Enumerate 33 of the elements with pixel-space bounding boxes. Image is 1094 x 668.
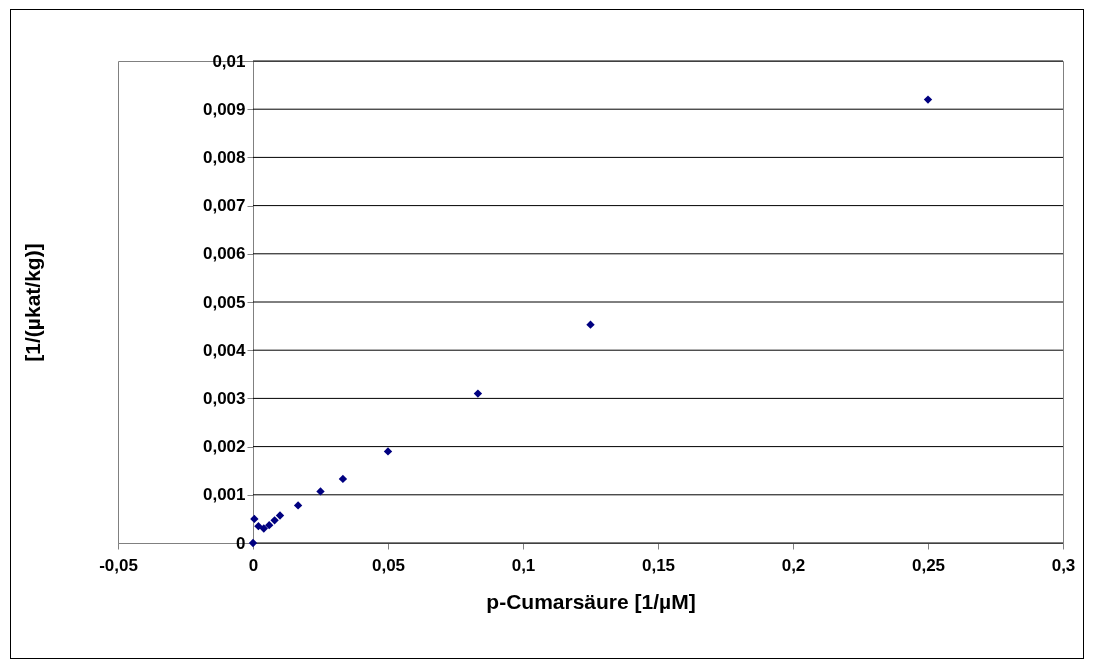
y-tick-label: 0 xyxy=(236,533,246,553)
x-tick-label: 0,15 xyxy=(641,555,676,575)
x-axis-title: p-Cumarsäure [1/µM] xyxy=(486,589,696,613)
y-tick-label: 0,007 xyxy=(202,196,246,216)
x-tick-label: -0,05 xyxy=(99,555,138,575)
point xyxy=(254,521,263,531)
y-tick-label: 0,004 xyxy=(202,340,247,360)
point xyxy=(586,320,595,329)
x-tick-label: 0,1 xyxy=(511,555,536,575)
point xyxy=(383,447,393,456)
point xyxy=(259,524,268,533)
y-tick-label: 0,009 xyxy=(202,99,246,119)
y-axis-title: [1/(µkat/kg)] xyxy=(20,243,44,362)
y-tick-label: 0,006 xyxy=(202,244,246,264)
y-tick-label: 0,008 xyxy=(202,147,246,167)
y-tick-label: 0,005 xyxy=(202,292,246,312)
point xyxy=(265,520,274,530)
y-tick-label: 0,002 xyxy=(202,437,246,457)
x-tick-label: 0,2 xyxy=(781,555,806,575)
y-tick-label: 0,001 xyxy=(202,485,246,505)
x-tick-label: 0,3 xyxy=(1051,555,1076,575)
point xyxy=(250,514,259,524)
point xyxy=(270,516,279,525)
point xyxy=(293,501,303,510)
point xyxy=(473,389,483,398)
x-tick-label: 0,05 xyxy=(371,555,406,575)
x-tick-label: 0,25 xyxy=(911,555,946,575)
point xyxy=(316,487,325,496)
y-tick-label: 0,01 xyxy=(212,51,246,71)
point xyxy=(275,511,285,520)
point xyxy=(923,95,933,104)
y-tick-label: 0,003 xyxy=(202,388,246,408)
point xyxy=(338,474,348,484)
